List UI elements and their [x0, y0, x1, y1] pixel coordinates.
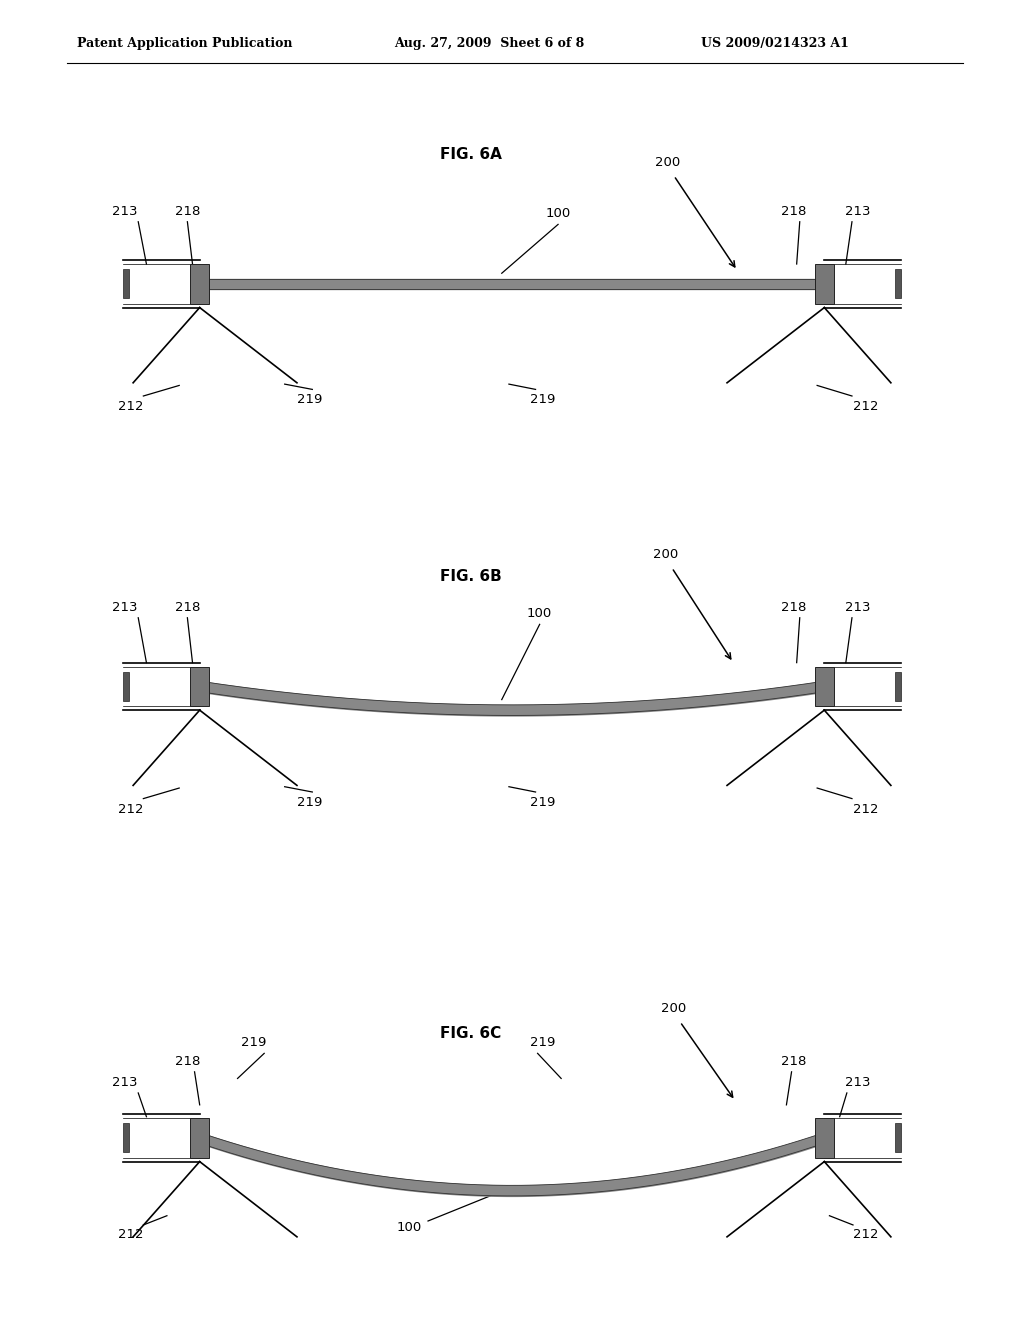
Text: Patent Application Publication: Patent Application Publication [77, 37, 292, 50]
Text: FIG. 6C: FIG. 6C [440, 1026, 502, 1041]
Text: 212: 212 [853, 803, 878, 816]
Text: 219: 219 [297, 393, 322, 407]
Bar [895, 1123, 901, 1152]
Text: 219: 219 [297, 796, 322, 809]
Bar [190, 264, 209, 304]
Bar [815, 264, 834, 304]
Text: US 2009/0214323 A1: US 2009/0214323 A1 [701, 37, 849, 50]
Bar [895, 672, 901, 701]
Bar [123, 672, 129, 701]
Text: 213: 213 [846, 205, 870, 218]
Text: 100: 100 [397, 1221, 422, 1234]
Text: 200: 200 [655, 156, 680, 169]
Text: 212: 212 [853, 400, 878, 413]
Bar [815, 1118, 834, 1158]
Text: 218: 218 [175, 601, 200, 614]
Text: 212: 212 [119, 803, 143, 816]
Text: 219: 219 [530, 796, 555, 809]
Text: 212: 212 [119, 400, 143, 413]
Text: 100: 100 [527, 607, 552, 620]
Text: 100: 100 [546, 207, 570, 220]
Text: 200: 200 [662, 1002, 686, 1015]
Bar [123, 269, 129, 298]
Text: 219: 219 [530, 1036, 555, 1049]
Text: 212: 212 [853, 1228, 878, 1241]
Text: 200: 200 [653, 548, 678, 561]
Text: FIG. 6A: FIG. 6A [440, 147, 502, 162]
Text: 212: 212 [119, 1228, 143, 1241]
Bar [190, 1118, 209, 1158]
Text: 218: 218 [175, 1055, 200, 1068]
Text: 219: 219 [242, 1036, 266, 1049]
Text: 218: 218 [781, 1055, 806, 1068]
Text: 213: 213 [113, 205, 137, 218]
Bar [815, 667, 834, 706]
Text: 218: 218 [175, 205, 200, 218]
Text: 218: 218 [781, 601, 806, 614]
Text: 213: 213 [846, 1076, 870, 1089]
Text: FIG. 6B: FIG. 6B [440, 569, 502, 585]
Text: 213: 213 [113, 601, 137, 614]
Bar [895, 269, 901, 298]
Text: 218: 218 [781, 205, 806, 218]
Bar [190, 667, 209, 706]
Text: 213: 213 [113, 1076, 137, 1089]
Text: 213: 213 [846, 601, 870, 614]
Text: 219: 219 [530, 393, 555, 407]
Text: Aug. 27, 2009  Sheet 6 of 8: Aug. 27, 2009 Sheet 6 of 8 [394, 37, 585, 50]
Bar [123, 1123, 129, 1152]
